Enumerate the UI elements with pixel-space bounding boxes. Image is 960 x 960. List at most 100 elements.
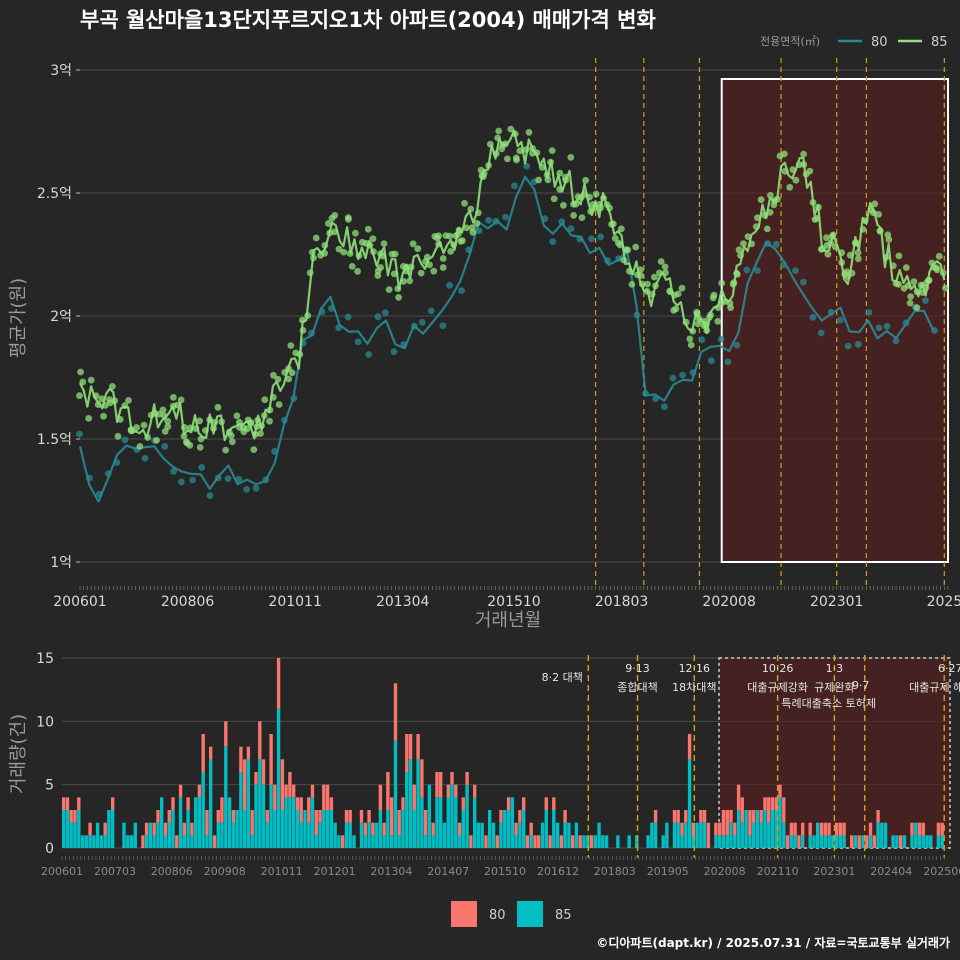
- price-point-85: [907, 293, 914, 300]
- price-point-85: [164, 417, 172, 425]
- price-point-80: [922, 297, 929, 304]
- volume-bar-80: [284, 784, 288, 798]
- volume-bar-85: [793, 835, 797, 848]
- volume-bar-80: [401, 797, 405, 810]
- price-point-85: [325, 220, 332, 227]
- volume-bar-85: [303, 810, 307, 848]
- price-point-80: [836, 316, 844, 324]
- price-point-80: [865, 309, 873, 316]
- price-y-ticks: 1억 1.5억 2억 2.5억 3억: [37, 63, 80, 571]
- volume-bar-85: [288, 797, 292, 848]
- volume-bar-85: [714, 835, 718, 848]
- price-point-80: [743, 266, 751, 274]
- volume-bar-85: [378, 810, 383, 848]
- volume-bar-80: [325, 784, 330, 810]
- volume-bar-80: [295, 797, 300, 810]
- volume-bar-85: [499, 822, 503, 848]
- volume-bar-80: [876, 810, 880, 823]
- policy-label-date: 9·13: [625, 662, 650, 675]
- price-point-85: [459, 237, 466, 245]
- volume-bar-85: [684, 822, 688, 848]
- volume-bar-80: [246, 746, 251, 760]
- volume-bar-85: [506, 810, 511, 848]
- volume-bar-80: [341, 835, 345, 848]
- source-credit: ©디아파트(dapt.kr) / 2025.07.31 / 자료=국토교통부 실…: [596, 935, 950, 950]
- volume-bar-85: [718, 835, 722, 848]
- price-point-85: [933, 266, 941, 274]
- price-point-85: [461, 199, 468, 207]
- volume-bar-85: [582, 835, 586, 848]
- volume-bar-80: [801, 822, 805, 836]
- volume-bar-85: [914, 822, 918, 848]
- volume-bar-80: [714, 822, 718, 836]
- volume-bar-85: [540, 822, 545, 848]
- top-legend: 전용면적(㎡) 80 85: [760, 35, 948, 50]
- volume-bar-85: [522, 810, 526, 848]
- volume-bar-80: [702, 810, 707, 823]
- volume-bar-85: [480, 822, 484, 848]
- volume-bar-85: [382, 835, 386, 848]
- volume-bar-80: [910, 822, 914, 836]
- price-point-80: [224, 475, 232, 482]
- price-point-85: [340, 248, 348, 256]
- volume-bar-80: [672, 810, 677, 823]
- volume-bar-85: [488, 810, 492, 848]
- price-point-85: [651, 273, 658, 281]
- bar-legend-swatch-80: [451, 901, 477, 927]
- price-point-85: [409, 240, 417, 248]
- volume-bar-80: [310, 784, 315, 798]
- volume-bar-85: [450, 784, 454, 848]
- volume-bar-85: [416, 759, 420, 848]
- price-point-85: [727, 304, 734, 312]
- volume-bar-85: [62, 810, 66, 848]
- volume-bar-80: [73, 810, 77, 823]
- price-point-80: [817, 329, 825, 337]
- volume-bar-80: [834, 822, 839, 836]
- price-point-80: [733, 341, 741, 349]
- volume-bar-85: [563, 822, 567, 848]
- volume-bar-80: [850, 835, 854, 848]
- volume-y-tick-label: 0: [45, 841, 54, 857]
- price-point-85: [136, 443, 144, 450]
- volume-bar-85: [665, 822, 669, 848]
- price-point-85: [792, 176, 800, 184]
- price-point-85: [757, 196, 765, 204]
- price-point-85: [786, 183, 794, 191]
- volume-bar-85: [627, 835, 631, 848]
- price-point-85: [718, 279, 726, 287]
- volume-bar-80: [299, 797, 303, 823]
- volume-bar-85: [725, 835, 729, 848]
- price-point-85: [85, 415, 93, 422]
- price-point-85: [417, 269, 425, 277]
- price-point-85: [196, 417, 204, 425]
- legend-label-80: 80: [871, 35, 888, 50]
- price-point-85: [628, 281, 636, 288]
- volume-bar-80: [465, 772, 469, 785]
- price-point-85: [525, 129, 533, 136]
- volume-bar-80: [687, 734, 692, 760]
- volume-bar-85: [917, 835, 922, 848]
- price-point-80: [418, 318, 426, 326]
- volume-bar-85: [423, 835, 428, 848]
- volume-bar-80: [865, 835, 869, 848]
- volume-bar-85: [92, 835, 96, 848]
- price-point-80: [427, 307, 435, 315]
- volume-bar-85: [816, 822, 820, 848]
- volume-bar-85: [861, 835, 865, 848]
- price-point-85: [582, 176, 589, 184]
- volume-bar-80: [69, 810, 73, 823]
- volume-bar-85: [842, 835, 846, 848]
- volume-bar-80: [857, 835, 861, 848]
- volume-bar-85: [359, 822, 364, 848]
- volume-bar-80: [548, 835, 552, 848]
- price-point-85: [159, 406, 167, 414]
- volume-bar-80: [808, 822, 812, 836]
- volume-bar-80: [216, 810, 220, 823]
- volume-bar-80: [473, 784, 477, 798]
- volume-x-tick-label: 202404: [870, 865, 912, 878]
- volume-bar-85: [371, 835, 375, 848]
- price-point-80: [243, 486, 251, 493]
- price-point-85: [331, 212, 339, 219]
- volume-bar-85: [921, 835, 925, 848]
- volume-bar-85: [476, 822, 481, 848]
